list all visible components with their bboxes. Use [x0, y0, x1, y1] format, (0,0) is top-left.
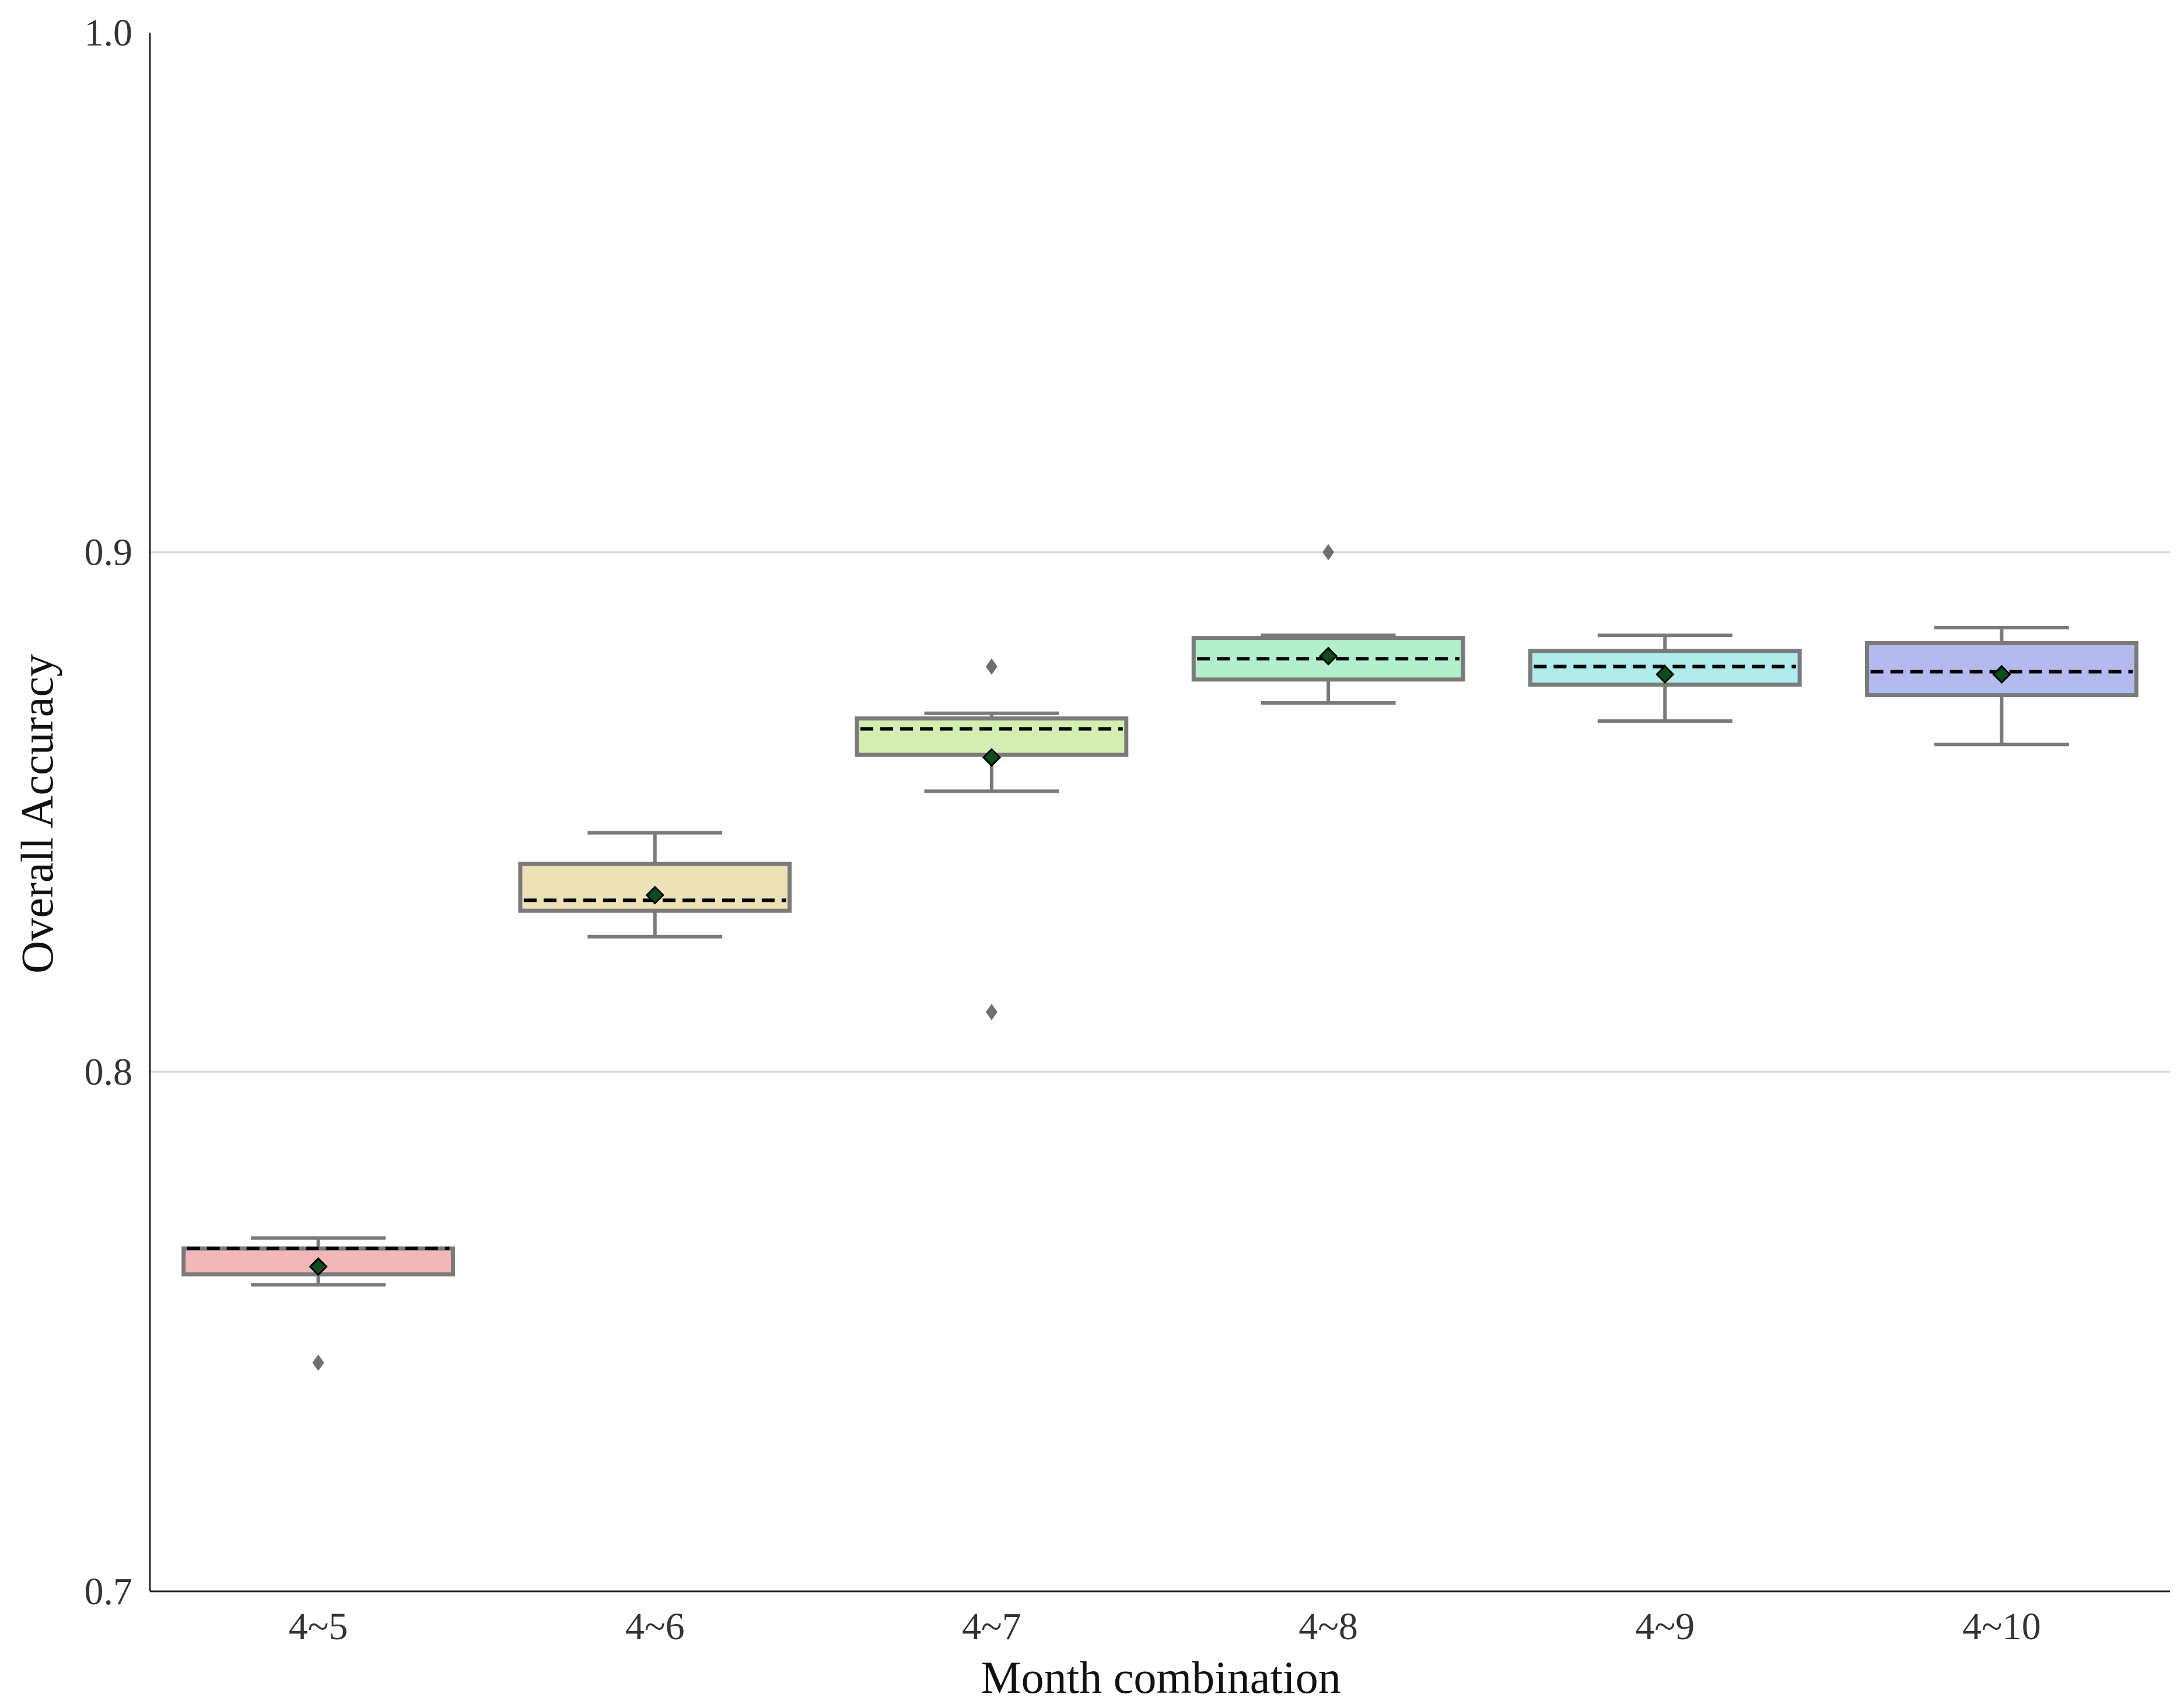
- box-series: [181, 544, 2138, 1371]
- x-tick-label: 4~8: [1298, 1605, 1358, 1648]
- y-tick-label: 0.9: [85, 531, 133, 574]
- box-iqr: [1865, 641, 2138, 698]
- x-tick-label: 4~6: [625, 1605, 685, 1648]
- outlier-point: [985, 658, 998, 675]
- x-tick-label: 4~5: [289, 1605, 348, 1648]
- outlier-point: [312, 1354, 324, 1371]
- box-group: [1865, 625, 2138, 747]
- mean-marker: [1318, 646, 1338, 666]
- grid-lines: [150, 551, 2170, 1073]
- y-tick-label: 0.7: [85, 1570, 133, 1613]
- outlier-point: [1322, 544, 1335, 561]
- outlier-point: [985, 1003, 998, 1020]
- box-group: [1191, 544, 1465, 705]
- mean-marker: [1656, 664, 1675, 684]
- y-tick-label: 0.8: [85, 1051, 133, 1093]
- mean-marker: [309, 1257, 328, 1276]
- x-axis-title: Month combination: [981, 1652, 1340, 1703]
- mean-marker: [1992, 664, 2011, 684]
- box-group: [518, 831, 792, 939]
- y-axis-ticks: 0.7 0.8 0.9 1.0: [85, 12, 133, 1613]
- y-axis-title: Overall Accuracy: [12, 654, 62, 974]
- x-tick-label: 4~7: [962, 1605, 1021, 1648]
- x-tick-label: 4~9: [1635, 1605, 1695, 1648]
- box-group: [181, 1236, 455, 1371]
- mean-marker: [645, 886, 664, 905]
- x-tick-label: 4~10: [1962, 1605, 2041, 1648]
- y-tick-label: 1.0: [85, 12, 133, 54]
- box-group: [1528, 634, 1802, 723]
- box-group: [855, 658, 1129, 1020]
- box-iqr: [855, 716, 1129, 757]
- x-axis-ticks: 4~5 4~6 4~7 4~8 4~9 4~10: [289, 1605, 2041, 1648]
- mean-marker: [982, 748, 1002, 767]
